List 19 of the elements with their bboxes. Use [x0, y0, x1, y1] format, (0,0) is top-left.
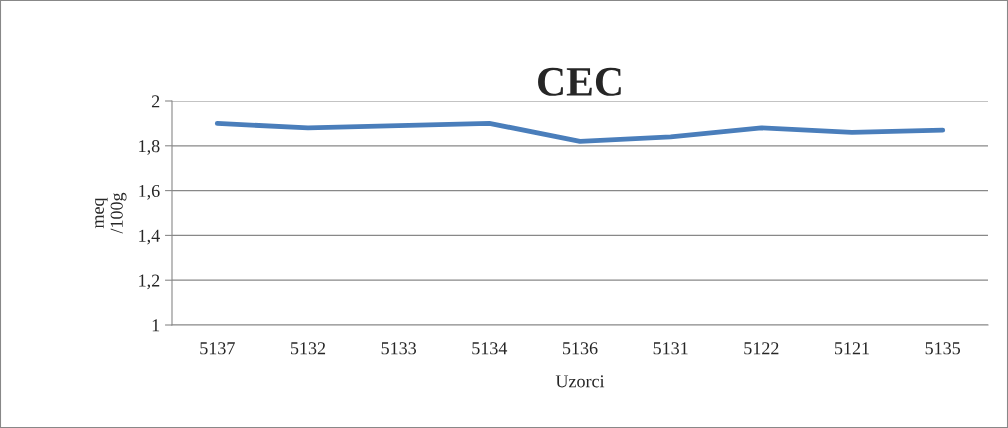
x-tick-label: 5132 [290, 342, 326, 355]
y-tick-label: 1,8 [139, 140, 160, 155]
y-tick-label: 1 [152, 319, 160, 332]
x-tick-label: 5135 [925, 342, 961, 355]
x-tick-label: 5131 [653, 342, 688, 355]
y-tick-label: 1,6 [139, 184, 160, 200]
y-axis-title: meq /100g [95, 192, 127, 234]
chart-title: CEC [538, 67, 621, 96]
line-series [214, 120, 946, 144]
x-tick-label: 5133 [381, 342, 417, 355]
y-tick-label: 2 [151, 95, 160, 108]
y-tick-label: 1,2 [139, 274, 160, 290]
y-tick-label: 1,4 [139, 229, 160, 245]
x-tick-label: 5137 [200, 342, 235, 355]
x-tick-label: 5136 [562, 342, 598, 355]
x-axis-title: Uzorci [555, 375, 605, 388]
x-tick-label: 5122 [744, 342, 779, 355]
x-tick-label: 5121 [834, 342, 869, 355]
x-tick-label: 5134 [472, 342, 508, 355]
